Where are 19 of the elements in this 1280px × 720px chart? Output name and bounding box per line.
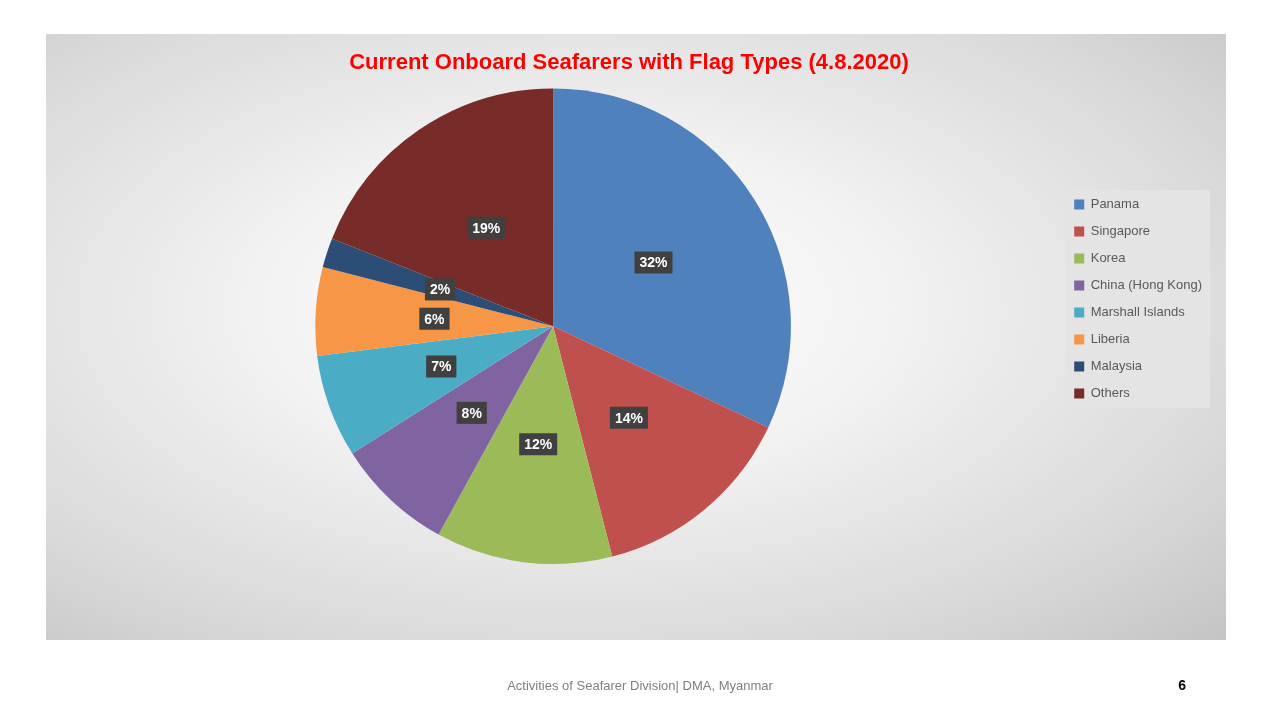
legend-label: Panama bbox=[1090, 196, 1140, 212]
text: 6 bbox=[1177, 677, 1186, 693]
legend-label: Liberia bbox=[1090, 331, 1131, 347]
data-label: 8% bbox=[461, 404, 483, 421]
legend-label: Singapore bbox=[1090, 223, 1150, 239]
data-label: 12% bbox=[524, 436, 553, 453]
legend-label: Malaysia bbox=[1090, 358, 1143, 374]
data-label: 19% bbox=[472, 219, 501, 236]
data-label: 7% bbox=[431, 358, 452, 375]
legend-label: Korea bbox=[1090, 250, 1127, 266]
data-label: 14% bbox=[614, 409, 644, 426]
legend-label: Marshall Islands bbox=[1090, 304, 1186, 320]
legend-label: China (Hong Kong) bbox=[1090, 277, 1203, 293]
data-label: 6% bbox=[424, 310, 446, 327]
text: Activities of Seafarer Division| DMA, Myanmar bbox=[507, 678, 773, 693]
chart-title: Current Onboard Seafarers with Flag Types (4.8.2020) bbox=[349, 49, 909, 75]
legend-label: Others bbox=[1090, 385, 1131, 401]
data-label: 2% bbox=[429, 281, 451, 298]
data-label: 32% bbox=[639, 254, 669, 271]
